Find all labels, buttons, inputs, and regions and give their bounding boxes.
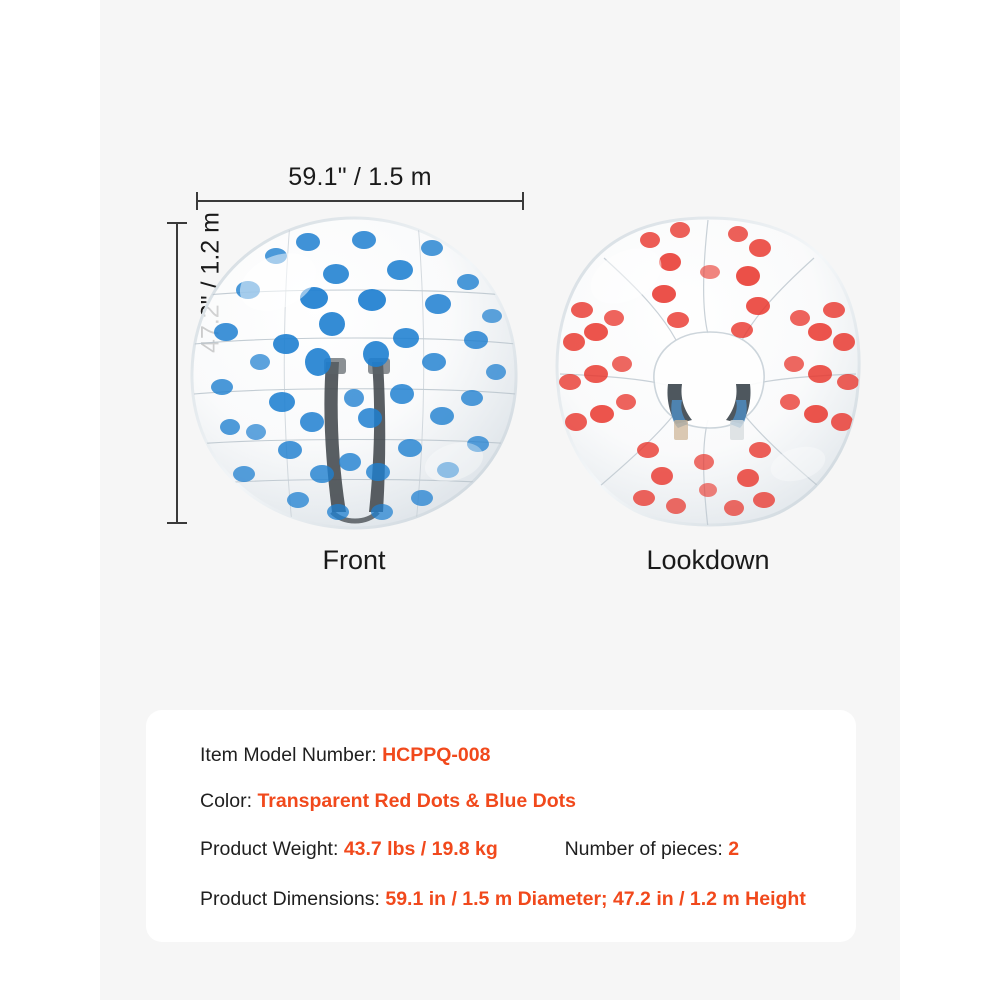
spec-value-weight: 43.7 lbs / 19.8 kg xyxy=(343,838,498,860)
spec-value-product-dimensions: 59.1 in / 1.5 m Diameter; 47.2 in / 1.2 … xyxy=(385,888,806,910)
caption-lookdown-view: Lookdown xyxy=(646,545,770,575)
width-dimension-line xyxy=(196,192,524,210)
spec-label-pieces: Number of pieces: xyxy=(564,838,723,860)
bumper-ball-lookdown-view xyxy=(552,214,864,532)
specification-card: Item Model Number: HCPPQ-008 Color: Tran… xyxy=(146,710,856,942)
height-dimension-line xyxy=(167,222,187,524)
width-dimension-label: 59.1" / 1.5 m xyxy=(288,163,432,191)
spec-label-weight: Product Weight: xyxy=(200,838,339,860)
spec-row-color: Color: Transparent Red Dots & Blue Dots xyxy=(200,790,576,813)
spec-label-color: Color: xyxy=(200,790,253,812)
spec-value-model: HCPPQ-008 xyxy=(382,744,491,766)
spec-label-product-dimensions: Product Dimensions: xyxy=(200,888,380,910)
spec-row-model: Item Model Number: HCPPQ-008 xyxy=(200,744,490,767)
spec-value-color: Transparent Red Dots & Blue Dots xyxy=(257,790,577,812)
spec-row-weight-and-pieces: Product Weight: 43.7 lbs / 19.8 kg Numbe… xyxy=(200,838,739,861)
spec-value-pieces: 2 xyxy=(728,838,740,860)
spec-row-product-dimensions: Product Dimensions: 59.1 in / 1.5 m Diam… xyxy=(200,888,806,911)
caption-front-view: Front xyxy=(322,545,386,575)
bumper-ball-front-view xyxy=(186,212,522,534)
spec-label-model: Item Model Number: xyxy=(200,744,377,766)
